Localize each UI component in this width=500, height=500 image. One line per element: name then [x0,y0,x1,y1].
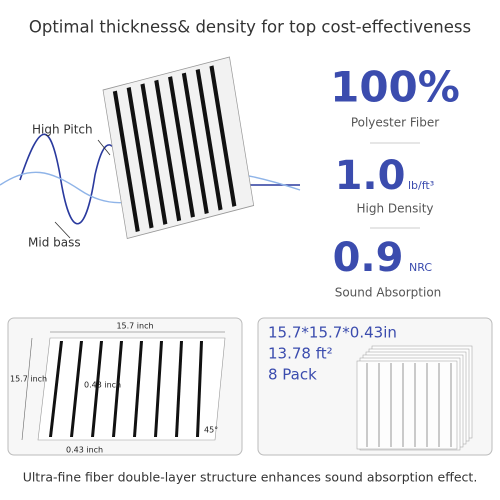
stat-label: High Density [356,202,433,216]
panel [102,56,255,239]
stat-value: 1.0 [335,153,406,199]
stat-unit: lb/ft³ [408,179,434,192]
dim-label: 15.7 inch [10,375,47,384]
spec: 15.7*15.7*0.43in [268,324,397,342]
stat-label: Polyester Fiber [351,116,439,130]
wave-label: Mid bass [28,236,81,250]
panel-stack [356,345,473,451]
pointer [97,139,111,156]
footer: Ultra-fine fiber double-layer structure … [23,470,478,485]
spec: 13.78 ft² [268,345,333,363]
title: Optimal thickness& density for top cost-… [29,18,471,37]
stat-value: 0.9 [333,235,404,281]
wave-label: High Pitch [32,123,93,137]
pointer [54,221,71,239]
dim-line [21,337,33,441]
stat-unit: NRC [409,261,432,274]
dim-label: 0.43 inch [66,446,103,455]
dim-label: 0.43 inch [84,381,121,390]
stat-value: 100% [330,63,460,112]
slats [49,341,203,437]
spec: 8 Pack [268,366,317,384]
dim-label: 15.7 inch [116,322,153,331]
dim-label: 45° [204,426,218,435]
stat-label: Sound Absorption [335,286,442,300]
